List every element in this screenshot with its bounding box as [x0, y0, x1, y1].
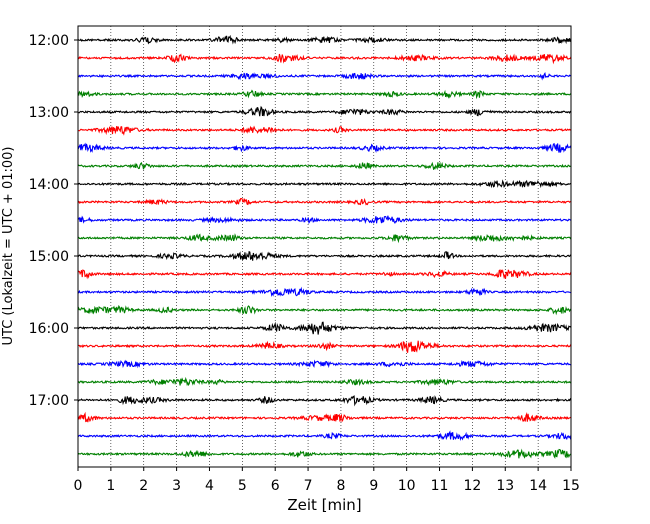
y-tick-label: 13:00 — [29, 105, 69, 121]
trace-1630 — [77, 359, 572, 369]
x-tick-label: 3 — [172, 478, 181, 494]
x-tick-label: 10 — [398, 478, 416, 494]
trace-1530 — [77, 286, 572, 298]
trace-1300 — [77, 105, 572, 117]
trace-1400 — [77, 179, 572, 189]
x-tick-label: 6 — [271, 478, 280, 494]
x-tick-label: 0 — [74, 478, 83, 494]
trace-1245 — [77, 89, 572, 100]
y-tick-label: 16:00 — [29, 321, 69, 337]
trace-1545 — [77, 304, 572, 316]
trace-1430 — [77, 215, 572, 225]
x-tick-label: 12 — [463, 478, 481, 494]
trace-1515 — [77, 269, 572, 280]
x-tick-label: 8 — [336, 478, 345, 494]
trace-1445 — [77, 233, 572, 244]
y-axis: 12:00 13:00 14:00 15:00 16:00 17:00 — [29, 33, 78, 409]
y-axis-label: UTC (Lokalzeit = UTC + 01:00) — [1, 147, 16, 346]
x-tick-label: 14 — [529, 478, 547, 494]
trace-1200 — [77, 34, 572, 45]
x-tick-label: 1 — [106, 478, 115, 494]
trace-1415 — [77, 197, 572, 206]
trace-1330 — [77, 142, 572, 154]
x-tick-label: 7 — [304, 478, 313, 494]
trace-1315 — [77, 125, 572, 136]
trace-1645 — [77, 376, 572, 387]
trace-1230 — [77, 72, 572, 81]
y-tick-label: 12:00 — [29, 33, 69, 49]
trace-1345 — [77, 161, 572, 170]
y-tick-label: 15:00 — [29, 249, 69, 265]
x-axis-label: Zeit [min] — [287, 496, 361, 514]
x-tick-label: 4 — [205, 478, 214, 494]
y-tick-label: 17:00 — [29, 393, 69, 409]
x-tick-label: 5 — [238, 478, 247, 494]
trace-1215 — [77, 53, 572, 65]
x-tick-label: 13 — [496, 478, 514, 494]
plot-frame — [77, 25, 572, 468]
x-axis: 0 1 2 3 4 5 6 7 8 9 10 11 12 13 14 15 — [74, 467, 580, 494]
y-tick-label: 14:00 — [29, 177, 69, 193]
x-tick-label: 2 — [139, 478, 148, 494]
x-tick-label: 11 — [431, 478, 449, 494]
trace-1700 — [77, 395, 572, 407]
trace-1600 — [77, 321, 572, 335]
trace-layer — [77, 34, 572, 459]
x-tick-label: 9 — [369, 478, 378, 494]
trace-1745 — [77, 448, 572, 459]
trace-1500 — [77, 250, 572, 261]
x-tick-label: 15 — [562, 478, 580, 494]
trace-1730 — [77, 430, 572, 442]
trace-1615 — [77, 340, 572, 353]
trace-1715 — [77, 411, 572, 423]
